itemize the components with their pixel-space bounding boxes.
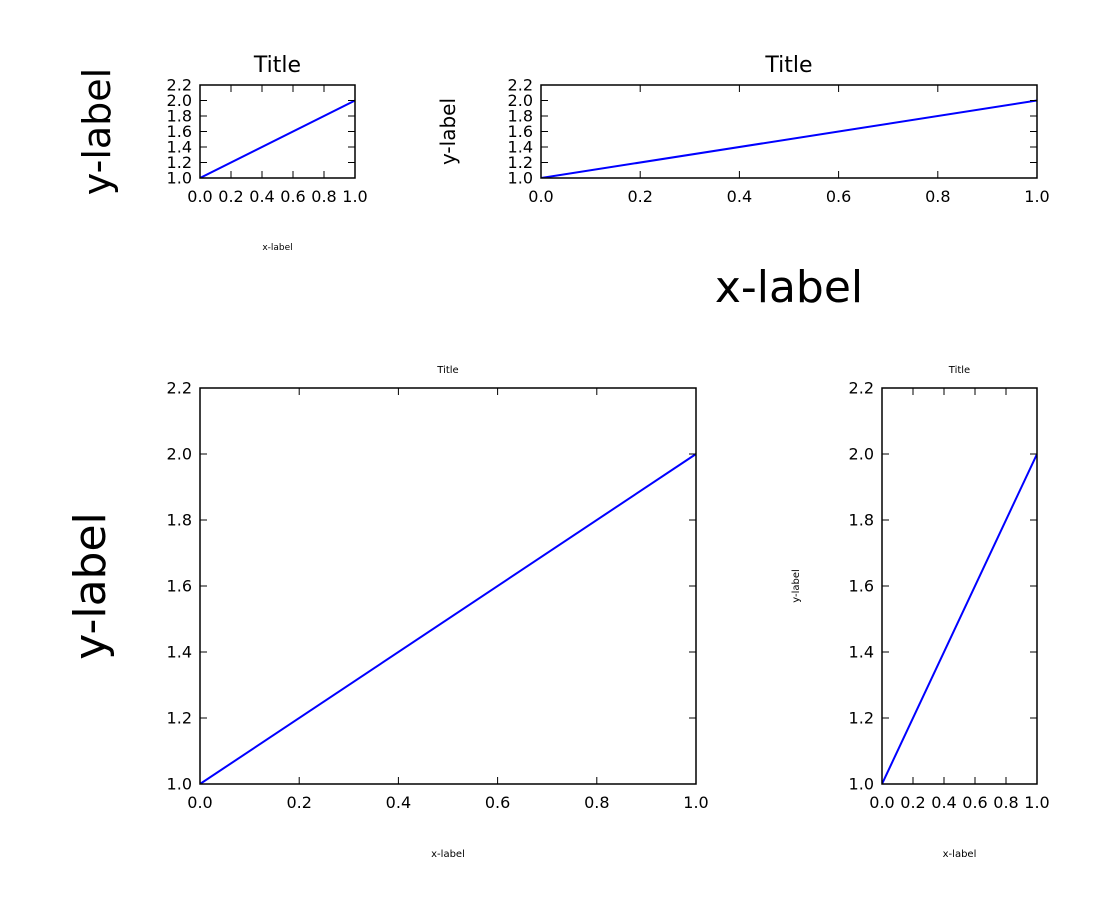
x-tick-label: 0.2 (900, 793, 925, 812)
series-line (200, 453, 696, 784)
axes-frame (881, 387, 1038, 785)
y-tick-label: 1.8 (849, 511, 874, 530)
y-tick-label: 1.2 (849, 709, 874, 728)
y-tick-label: 1.2 (508, 153, 533, 172)
chart-title: Title (948, 365, 970, 376)
y-tick-label: 1.4 (167, 138, 192, 157)
y-tick-label: 1.8 (167, 107, 192, 126)
x-tick-label: 0.0 (187, 793, 212, 812)
x-tick-label: 0.8 (584, 793, 609, 812)
x-tick-label: 1.0 (683, 793, 708, 812)
x-tick-label: 0.8 (993, 793, 1018, 812)
x-tick-label: 0.4 (727, 187, 752, 206)
y-tick-label: 1.2 (167, 709, 192, 728)
y-tick-label: 1.0 (508, 169, 533, 188)
y-tick-label: 2.2 (167, 76, 192, 95)
x-tick-label: 1.0 (342, 187, 367, 206)
x-tick-label: 1.0 (1024, 793, 1049, 812)
chart-title: Title (764, 53, 812, 78)
x-tick-label: 0.6 (826, 187, 851, 206)
x-tick-label: 0.4 (386, 793, 411, 812)
x-tick-label: 0.8 (925, 187, 950, 206)
x-tick-label: 0.0 (528, 187, 553, 206)
chart-title: Title (436, 365, 458, 376)
x-axis-label: x-label (715, 262, 863, 313)
y-axis-label: y-label (791, 569, 802, 603)
subplot-1: 0.0 0.2 0.4 0.6 0.8 1.01.01.21.41.61.82.02.2T… (75, 53, 368, 253)
y-tick-label: 1.0 (849, 775, 874, 794)
y-tick-label: 2.2 (849, 379, 874, 398)
y-tick-label: 2.0 (849, 445, 874, 464)
y-tick-label: 2.0 (167, 445, 192, 464)
y-tick-label: 2.0 (167, 91, 192, 110)
x-tick-label: 1.0 (1024, 187, 1049, 206)
y-tick-label: 1.6 (849, 577, 874, 596)
axes-frame (199, 84, 356, 179)
x-axis-label: x-label (943, 849, 977, 860)
x-tick-label: 0.4 (931, 793, 956, 812)
y-axis-label: y-label (65, 512, 116, 660)
series-line (200, 99, 355, 178)
x-tick-label: 0.6 (485, 793, 510, 812)
x-tick-label: 0.2 (218, 187, 243, 206)
y-tick-label: 1.4 (849, 643, 874, 662)
y-tick-label: 1.6 (508, 122, 533, 141)
x-tick-label: 0.2 (627, 187, 652, 206)
x-tick-label: 0.6 (962, 793, 987, 812)
y-tick-label: 1.6 (167, 577, 192, 596)
x-tick-label: 0.6 (280, 187, 305, 206)
x-tick-label: 0.8 (311, 187, 336, 206)
y-tick-label: 2.2 (167, 379, 192, 398)
subplot-4: 0.0 0.2 0.4 0.6 0.8 1.0 1.0 1.2 1.4 1.6 1.8 2.0 2.2 T… (791, 365, 1050, 860)
subplot-2: 0.0 0.2 0.4 0.6 0.8 1.01.01.21.41.61.82.02.2T… (436, 53, 1050, 313)
series-line (541, 99, 1037, 178)
y-tick-label: 1.6 (167, 122, 192, 141)
x-tick-label: 0.2 (286, 793, 311, 812)
subplot-3: 0.0 0.2 0.4 0.6 0.8 1.0 1.0 1.2 1.4 1.6 1.8 2.0 2.2 T… (65, 365, 709, 860)
x-axis-label: x-label (262, 243, 292, 253)
x-tick-label: 0.0 (869, 793, 894, 812)
y-axis-label: y-label (436, 98, 460, 165)
y-tick-label: 1.2 (167, 153, 192, 172)
y-axis-label: y-label (75, 68, 119, 195)
x-tick-label: 0.0 (187, 187, 212, 206)
chart-title: Title (253, 53, 301, 78)
y-tick-label: 1.4 (508, 138, 533, 157)
y-tick-label: 2.0 (508, 91, 533, 110)
y-tick-label: 1.8 (508, 107, 533, 126)
x-axis-label: x-label (431, 849, 465, 860)
y-tick-label: 2.2 (508, 76, 533, 95)
y-tick-label: 1.8 (167, 511, 192, 530)
y-tick-label: 1.0 (167, 775, 192, 794)
y-tick-label: 1.0 (167, 169, 192, 188)
x-tick-label: 0.4 (249, 187, 274, 206)
axes-frame (540, 84, 1038, 179)
axes-frame (199, 387, 697, 785)
series-line (882, 453, 1037, 784)
y-tick-label: 1.4 (167, 643, 192, 662)
